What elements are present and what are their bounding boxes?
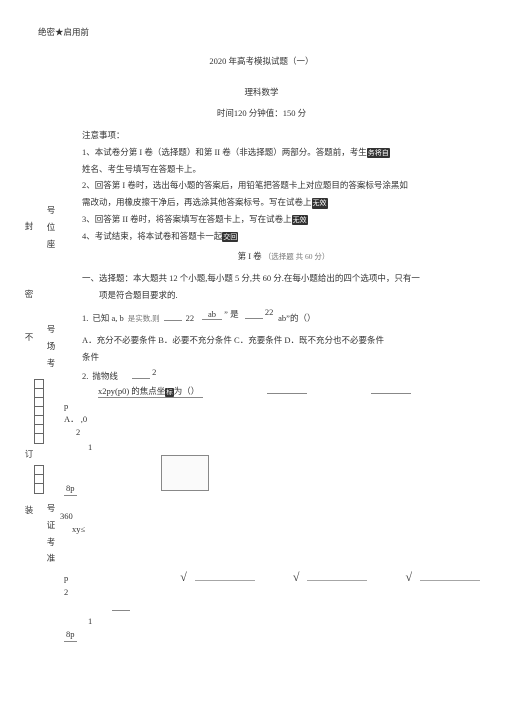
part1-note: （选择题 共 60 分） xyxy=(264,252,330,261)
blank-line xyxy=(420,580,480,581)
q2-two: 2 xyxy=(152,367,156,377)
q2-p: p xyxy=(64,400,485,413)
q-one: 1 xyxy=(88,615,485,628)
grid-boxes xyxy=(34,379,44,444)
sqrt-icon: √ xyxy=(405,568,412,586)
seal-char: 不 xyxy=(22,331,36,369)
question-1: ab ” 是 22 1. 已知 a, b 是实数,则 22 ab”的（） xyxy=(82,312,485,325)
side-label: 考 xyxy=(44,536,58,549)
blank-line xyxy=(112,610,130,611)
answer-box[interactable] xyxy=(161,455,209,491)
side-label: 号 xyxy=(44,204,58,217)
seal-char: 订 xyxy=(22,448,36,461)
q1-is: 是 xyxy=(230,309,239,319)
bold-badge: 交回 xyxy=(222,232,238,243)
q1-options: A．充分不必要条件 B．必要不充分条件 C．充要条件 D．既不充分也不必要条件 xyxy=(82,334,485,347)
section-heading: 一、选择题：本大题共 12 个小题,每小题 5 分,共 60 分.在每小题给出的… xyxy=(82,272,485,285)
q1-quote2: ” xyxy=(224,309,228,319)
notice-item-3: 3、回答第 II 卷时，将答案填写在答题卡上，写在试卷上无效 xyxy=(82,213,485,226)
exam-subject: 理科数学 xyxy=(38,86,485,99)
seal-char: 封 xyxy=(22,220,36,250)
q2-line xyxy=(371,393,411,394)
side-label: 场 xyxy=(44,340,58,353)
q2-opt-a: A． ,0 xyxy=(64,413,485,426)
bold-badge: 无效 xyxy=(292,215,308,226)
side-label: 准 xyxy=(44,552,58,565)
q2-mark: 标 xyxy=(165,388,174,398)
notice-item-4: 4、考试结束，将本试卷和答题卡一起交回 xyxy=(82,230,485,243)
bold-badge: 无效 xyxy=(312,198,328,209)
seal-char: 装 xyxy=(22,504,36,565)
q2-one: 1 xyxy=(88,441,485,454)
exam-title: 2020 年高考模拟试题（一） xyxy=(38,55,485,68)
grid-boxes xyxy=(34,465,44,494)
notice-item-2: 2、回答第 I 卷时，选出每小题的答案后，用铅笔把答题卡上对应题目的答案标号涂黑… xyxy=(82,179,485,192)
q2-num: 2. xyxy=(82,370,88,383)
q1-blank xyxy=(245,318,263,319)
q2-tail: 为（） xyxy=(174,386,200,396)
notice-item-1b: 姓名、考生号填写在答题卡上。 xyxy=(82,163,485,176)
side-label: 考 xyxy=(44,357,58,370)
q1-tail: ab”的（） xyxy=(278,312,315,325)
q1-22: 22 xyxy=(265,307,274,317)
section-heading-tail: 项是符合题目要求的. xyxy=(82,289,485,302)
sqrt-icon: √ xyxy=(293,568,300,586)
q2-line xyxy=(267,393,307,394)
q1-ab: ab xyxy=(202,309,222,320)
q2-text: 抛物线 xyxy=(92,370,118,383)
part1-row: 第 I 卷 （选择题 共 60 分） xyxy=(82,250,485,263)
notice-item-1: 1、本试卷分第 I 卷（选择题）和第 II 卷（非选择题）两部分。答题前，考生务… xyxy=(82,146,485,159)
q1-pre: 已知 a, b xyxy=(92,312,123,325)
binding-sidebar: 封 号 位 座 密 不 号 场 考 订 装 号 证 考 准 xyxy=(22,200,82,575)
bold-badge: 务将自 xyxy=(367,148,390,159)
exam-timescore: 时间120 分钟值：150 分 xyxy=(38,107,485,120)
q2-xy: xy≤ xyxy=(72,523,485,536)
bottom-options: p √ √ √ xyxy=(64,568,485,586)
q-8p: 8p xyxy=(64,628,77,642)
notice-text: 1、本试卷分第 I 卷（选择题）和第 II 卷（非选择题）两部分。答题前，考生 xyxy=(82,147,367,157)
notice-item-2b: 需改动，用橡皮擦干净后，再选涂其他答案标号。写在试卷上无效 xyxy=(82,196,485,209)
part1-header: 第 I 卷 xyxy=(238,251,262,261)
side-label: 号 xyxy=(44,323,58,336)
notice-text: 3、回答第 II 卷时，将答案填写在答题卡上，写在试卷上 xyxy=(82,214,292,224)
classification: 绝密★启用前 xyxy=(38,26,485,39)
side-label: 座 xyxy=(44,238,58,251)
side-label: 号 xyxy=(44,502,58,515)
q1-cond: 条件 xyxy=(82,351,485,364)
q2-formula: x2py(p0) 的焦点坐 xyxy=(98,386,165,396)
sqrt-icon: √ xyxy=(180,568,187,586)
notice-text: 需改动，用橡皮擦干净后，再选涂其他答案标号。写在试卷上 xyxy=(82,197,312,207)
q2-two-b: 2 xyxy=(76,426,485,439)
question-2: 2 2. 抛物线 x2py(p0) 的焦点坐标为（） xyxy=(82,370,485,399)
notice-text: 4、考试结束，将本试卷和答题卡一起 xyxy=(82,231,222,241)
seal-char: 密 xyxy=(22,288,36,301)
q1-num: 1. xyxy=(82,312,88,325)
q-two: 2 xyxy=(64,586,485,599)
side-label: 位 xyxy=(44,221,58,234)
q1-22b: 22 xyxy=(186,312,195,325)
q2-360: 360 xyxy=(60,510,485,523)
notice-heading: 注意事项： xyxy=(82,129,485,142)
q1-blank xyxy=(164,320,182,321)
q1-grey: 是实数,则 xyxy=(128,313,160,324)
side-label: 证 xyxy=(44,519,58,532)
blank-line xyxy=(195,580,255,581)
q2-blank xyxy=(132,378,150,379)
blank-line xyxy=(307,580,367,581)
